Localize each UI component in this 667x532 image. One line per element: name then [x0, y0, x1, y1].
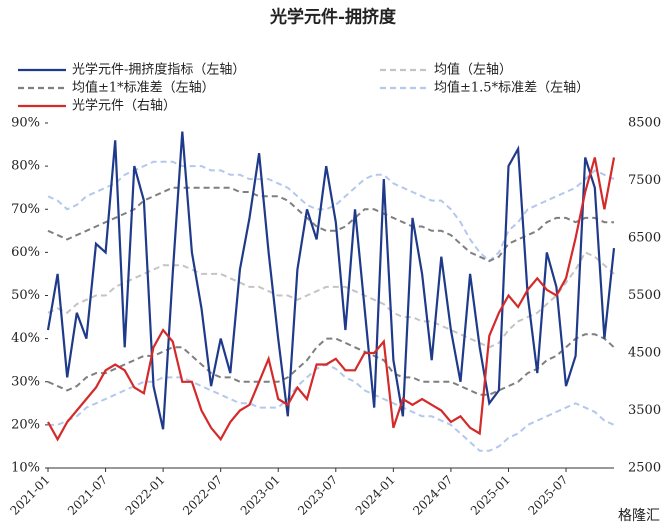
x-tick-label: 2021-01 — [7, 473, 52, 518]
series-line — [47, 333, 615, 396]
legend-label: 均值（左轴） — [434, 62, 512, 78]
y2-tick-label: 5500 — [628, 288, 661, 303]
y-tick-label: 50% — [11, 288, 40, 303]
series-line — [47, 251, 615, 349]
x-tick-label: 2023-01 — [238, 473, 283, 518]
x-tick-label: 2024-01 — [353, 473, 398, 518]
y2-tick-label: 4500 — [628, 346, 661, 361]
x-tick-label: 2023-07 — [295, 473, 340, 518]
y2-tick-label: 8500 — [628, 116, 661, 131]
x-tick-label: 2024-07 — [410, 473, 455, 518]
chart-title: 光学元件-拥挤度 — [269, 7, 397, 28]
y-tick-label: 40% — [11, 331, 40, 346]
legend-label: 均值±1.5*标准差（左轴） — [434, 80, 589, 96]
watermark: 格隆汇 — [618, 508, 660, 524]
legend-label: 光学元件-拥挤度指标（左轴） — [72, 62, 245, 78]
y-tick-label: 70% — [11, 202, 40, 217]
y2-tick-label: 6500 — [628, 231, 661, 246]
y2-tick-label: 7500 — [628, 173, 661, 188]
x-tick-label: 2025-01 — [468, 473, 513, 518]
y-tick-label: 60% — [11, 245, 40, 260]
y-tick-label: 20% — [11, 417, 40, 432]
series-line — [47, 157, 616, 442]
x-tick-label: 2022-07 — [180, 473, 225, 518]
y-tick-label: 80% — [11, 159, 40, 174]
series-line — [46, 131, 616, 430]
y-tick-label: 30% — [11, 374, 40, 389]
y-tick-label: 10% — [11, 461, 40, 476]
y-tick-label: 90% — [11, 116, 40, 131]
series-line — [47, 160, 615, 263]
y2-tick-label: 3500 — [628, 403, 661, 418]
x-tick-label: 2022-01 — [123, 473, 168, 518]
x-tick-label: 2025-07 — [525, 473, 570, 518]
series-line — [48, 363, 615, 452]
legend-label: 均值±1*标准差（左轴） — [72, 80, 215, 96]
legend-label: 光学元件（右轴） — [72, 98, 176, 114]
y2-tick-label: 2500 — [628, 461, 661, 476]
series-line — [47, 186, 614, 263]
x-tick-label: 2021-07 — [65, 473, 110, 518]
